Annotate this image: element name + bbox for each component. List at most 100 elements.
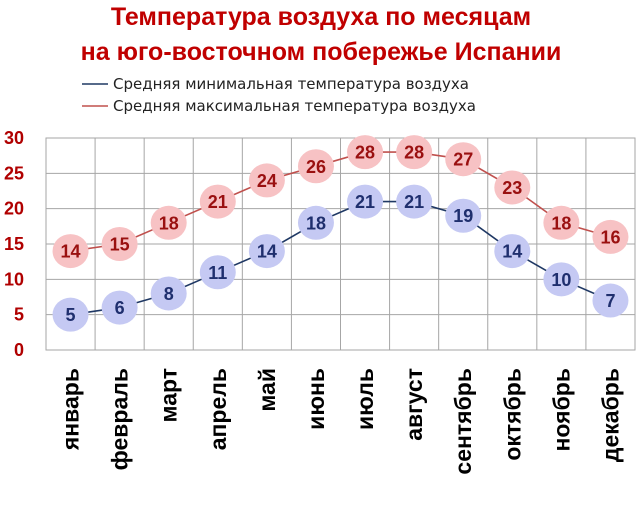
data-label: 28	[355, 143, 375, 163]
data-point-min: 21	[347, 184, 384, 219]
data-point-min: 21	[396, 184, 433, 219]
x-tick-label: март	[156, 368, 182, 423]
x-tick-label: октябрь	[499, 368, 525, 461]
data-point-max: 14	[52, 234, 89, 269]
data-label: 24	[257, 171, 277, 191]
data-marker	[101, 227, 138, 261]
y-tick-label: 5	[14, 305, 24, 325]
x-tick-label: май	[254, 368, 280, 412]
data-label: 27	[453, 150, 473, 170]
data-label: 18	[159, 213, 179, 233]
data-point-max: 28	[396, 135, 433, 170]
data-marker	[592, 283, 629, 318]
data-label: 6	[115, 298, 125, 318]
data-label: 7	[605, 291, 615, 311]
data-label: 11	[208, 263, 227, 283]
data-point-min: 19	[445, 198, 482, 233]
data-marker	[52, 297, 89, 332]
x-tick-label: февраль	[107, 368, 133, 470]
data-point-min: 8	[150, 276, 187, 311]
data-label: 14	[502, 242, 522, 262]
legend: Средняя минимальная температура воздуха …	[82, 75, 476, 115]
data-point-min: 5	[52, 297, 89, 332]
data-label: 18	[306, 213, 326, 233]
data-point-max: 18	[150, 205, 187, 240]
y-tick-label: 25	[4, 163, 24, 183]
data-point-max: 18	[543, 205, 580, 240]
chart-title-line-1: Температура воздуха по месяцам	[111, 3, 531, 31]
data-marker	[297, 205, 334, 240]
x-tick-label: июнь	[303, 368, 329, 430]
data-label: 14	[61, 242, 81, 262]
y-tick-label: 0	[14, 340, 24, 360]
data-marker	[52, 234, 89, 269]
data-point-max: 28	[347, 135, 384, 170]
data-marker	[199, 255, 236, 290]
data-point-min: 11	[199, 255, 236, 290]
data-label: 21	[404, 192, 424, 212]
x-tick-label: сентябрь	[450, 368, 476, 475]
data-point-max: 16	[592, 219, 629, 254]
data-marker	[445, 142, 482, 177]
data-label: 8	[164, 284, 174, 304]
data-marker	[297, 149, 334, 184]
data-point-min: 14	[248, 234, 285, 269]
y-tick-label: 30	[4, 128, 24, 148]
data-marker	[445, 198, 482, 233]
data-point-min: 6	[101, 290, 138, 325]
data-point-max: 26	[297, 149, 334, 184]
x-tick-label: январь	[58, 368, 84, 451]
x-tick-label: апрель	[205, 368, 231, 450]
data-point-min: 14	[494, 234, 531, 269]
data-marker	[592, 219, 629, 254]
data-point-max: 21	[199, 184, 236, 219]
data-label: 10	[551, 270, 571, 290]
data-label: 14	[257, 242, 277, 262]
data-marker	[396, 184, 433, 219]
data-label: 21	[208, 192, 228, 212]
data-marker	[543, 205, 580, 240]
chart-title-line-2: на юго-восточном побережье Испании	[81, 38, 562, 66]
data-marker	[494, 234, 531, 269]
data-point-max: 24	[248, 163, 285, 198]
data-marker	[248, 163, 285, 198]
x-tick-label: август	[401, 368, 427, 441]
data-marker	[494, 170, 531, 205]
data-label: 19	[453, 206, 473, 226]
x-tick-label: декабрь	[597, 368, 623, 462]
data-point-max: 23	[494, 170, 531, 205]
series-markers: 5 6 8 11 14 18 21 21 19 14 10 7 14 15 18 21 24 26 28 28 27 23…	[52, 135, 629, 332]
data-marker	[199, 184, 236, 219]
data-marker	[347, 135, 384, 170]
data-point-min: 10	[543, 262, 580, 297]
data-label: 5	[66, 305, 76, 325]
data-label: 21	[355, 192, 375, 212]
y-tick-label: 10	[4, 269, 24, 289]
legend-label-max: Средняя максимальная температура воздуха	[113, 97, 476, 115]
data-label: 23	[502, 178, 522, 198]
data-label: 16	[600, 227, 620, 247]
plot-grid	[45, 137, 636, 351]
x-tick-label: ноябрь	[548, 368, 574, 451]
y-axis-ticks: 0 5 10 15 20 25 30	[4, 128, 24, 360]
data-label: 15	[110, 235, 130, 255]
data-point-min: 7	[592, 283, 629, 318]
data-marker	[150, 205, 187, 240]
data-marker	[543, 262, 580, 297]
data-point-max: 15	[101, 227, 138, 261]
data-marker	[101, 290, 138, 325]
x-axis-ticks: январь февраль март апрель май июнь июль август…	[58, 368, 624, 475]
data-label: 28	[404, 143, 424, 163]
y-tick-label: 20	[4, 199, 24, 219]
data-label: 26	[306, 157, 326, 177]
data-label: 18	[551, 213, 571, 233]
chart-title: Температура воздуха по месяцам на юго-во…	[81, 3, 562, 66]
data-point-max: 27	[445, 142, 482, 177]
x-tick-label: июль	[352, 368, 378, 430]
data-marker	[248, 234, 285, 269]
y-tick-label: 15	[4, 234, 24, 254]
legend-label-min: Средняя минимальная температура воздуха	[113, 75, 469, 93]
data-marker	[150, 276, 187, 311]
data-marker	[347, 184, 384, 219]
